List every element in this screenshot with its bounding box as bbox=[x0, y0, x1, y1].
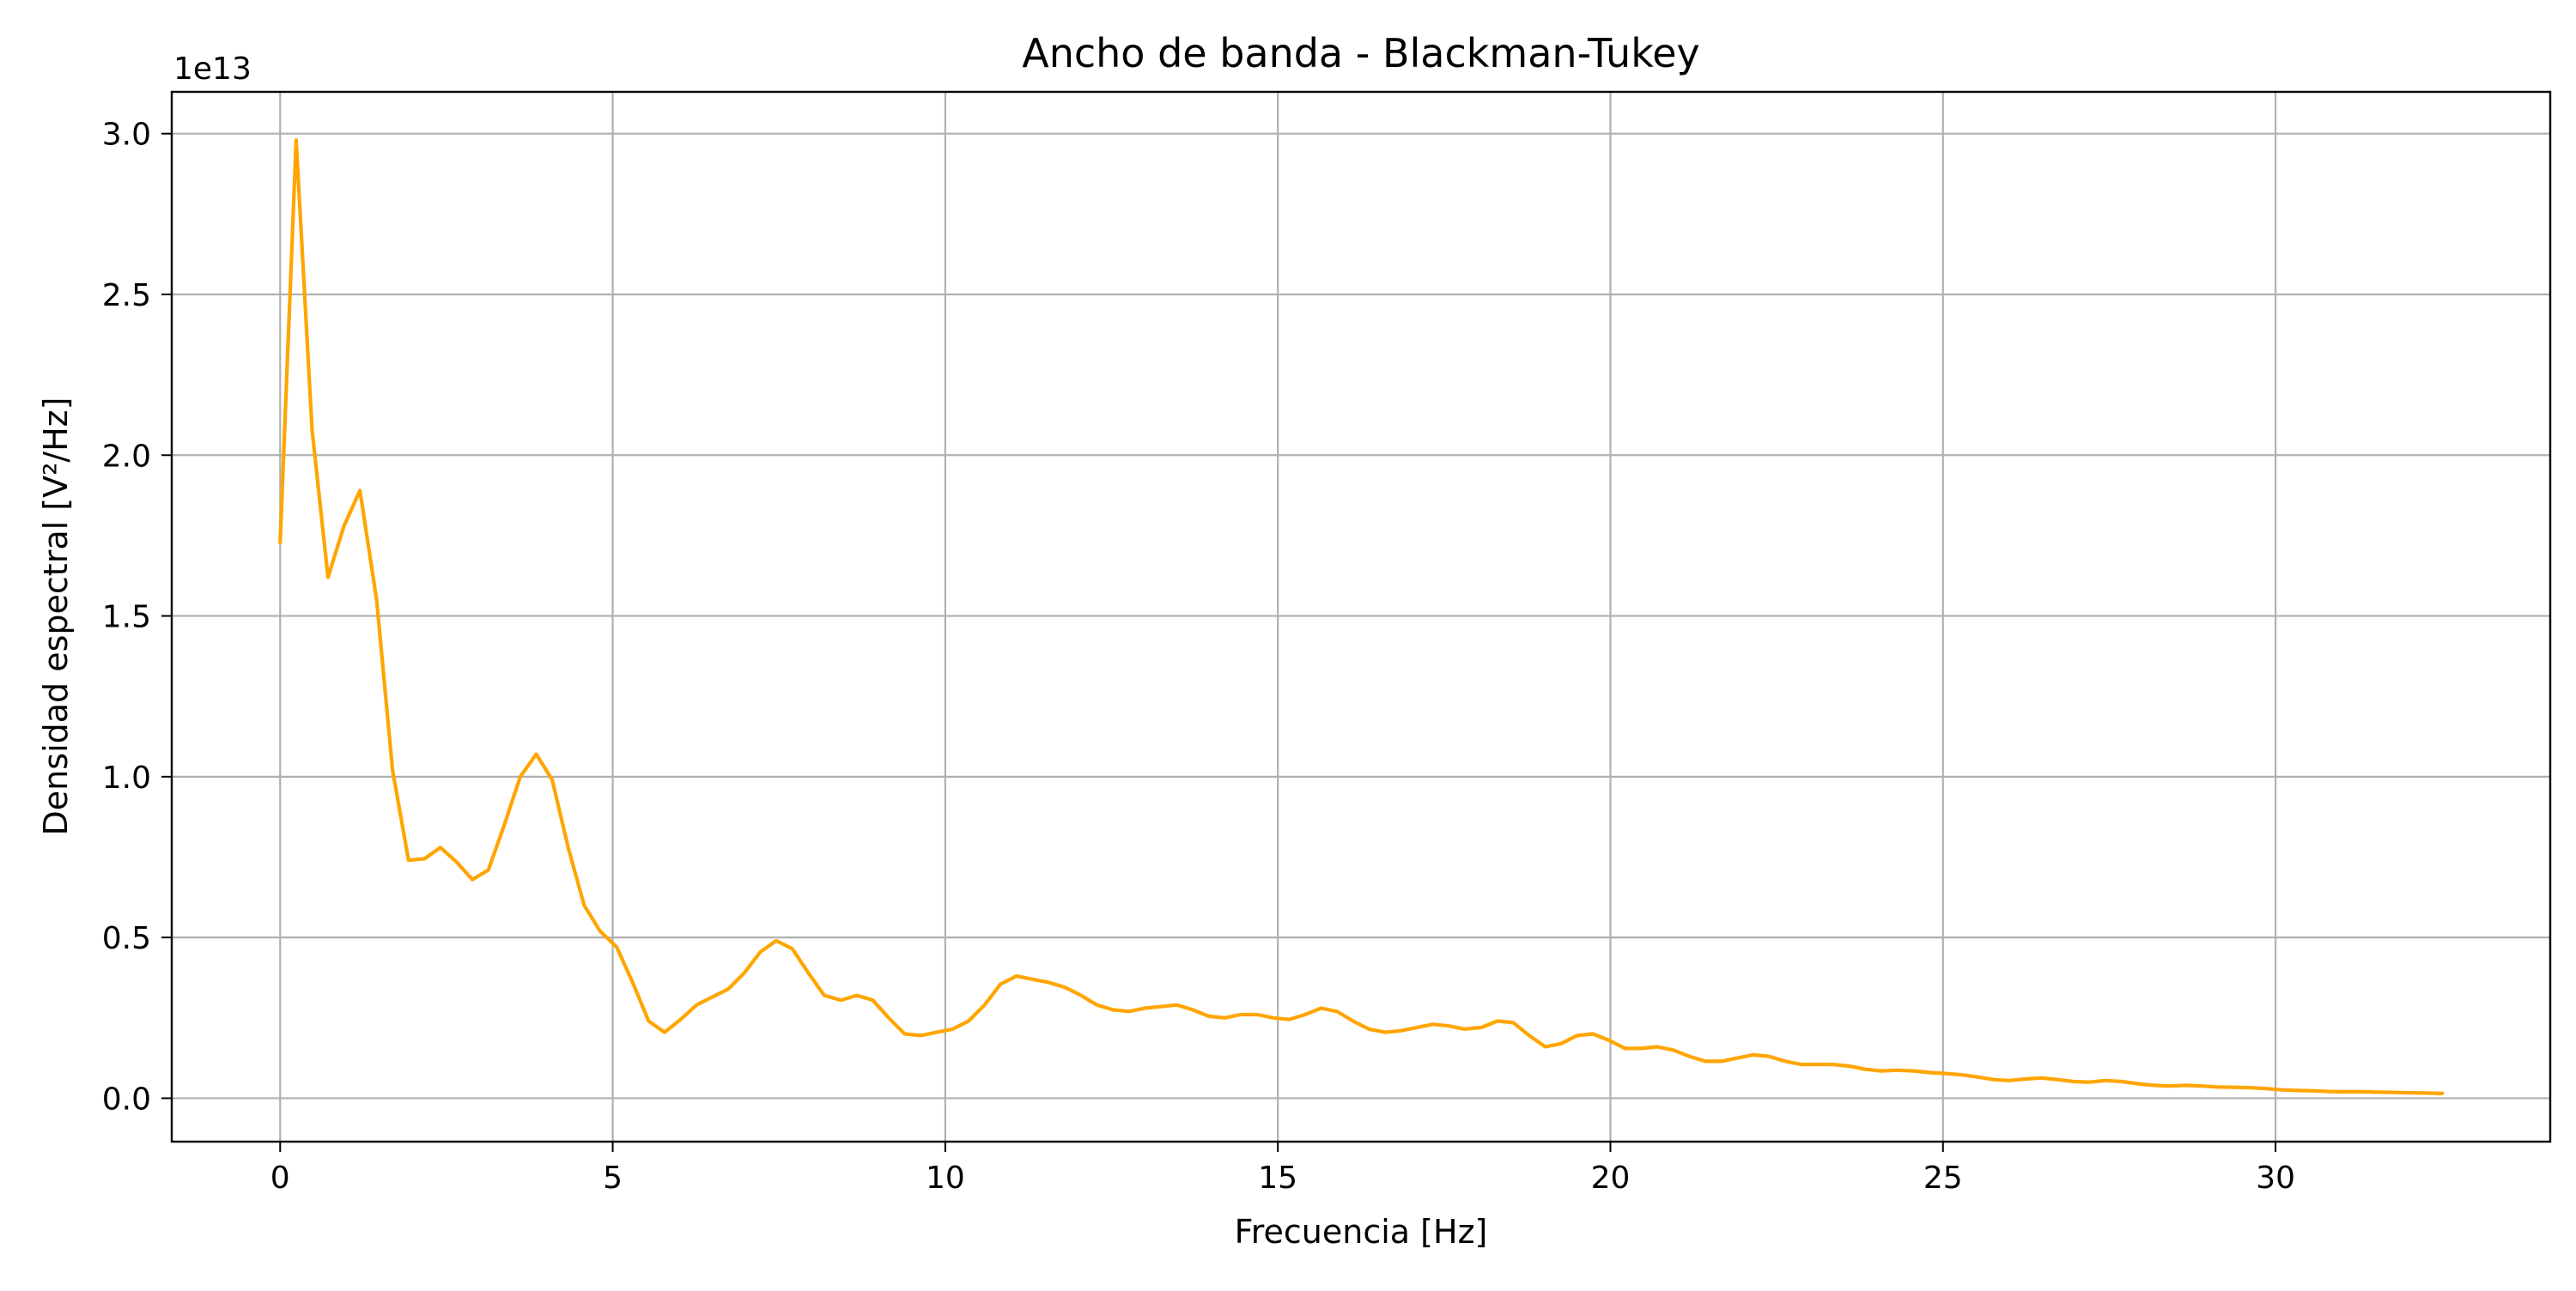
y-tick-label: 3.0 bbox=[102, 118, 151, 153]
x-axis-label: Frecuencia [Hz] bbox=[1235, 1213, 1488, 1251]
y-tick-label: 1.0 bbox=[102, 761, 151, 796]
x-tick-label: 30 bbox=[2256, 1161, 2295, 1196]
grid-layer bbox=[172, 92, 2550, 1142]
chart-title: Ancho de banda - Blackman-Tukey bbox=[1022, 30, 1700, 76]
y-tick-label: 1.5 bbox=[102, 600, 151, 635]
x-tick-label: 20 bbox=[1591, 1161, 1631, 1196]
x-tick-label: 0 bbox=[270, 1161, 290, 1196]
tick-layer: 0 5 10 15 20 25 30 0.0 0.5 1.0 1.5 2.0 2.5 3.0 bbox=[102, 118, 2295, 1196]
x-tick-label: 15 bbox=[1258, 1161, 1297, 1196]
y-tick-label: 0.0 bbox=[102, 1082, 151, 1117]
series-layer bbox=[278, 138, 2444, 1095]
y-tick-label: 2.5 bbox=[102, 278, 151, 313]
x-tick-label: 10 bbox=[926, 1161, 965, 1196]
x-tick-label: 5 bbox=[603, 1161, 623, 1196]
y-axis-label: Densidad espectral [V²/Hz] bbox=[37, 397, 75, 836]
series-line bbox=[278, 138, 2444, 1095]
y-offset-label: 1e13 bbox=[173, 52, 252, 87]
x-tick-label: 25 bbox=[1923, 1161, 1963, 1196]
y-tick-label: 0.5 bbox=[102, 921, 151, 956]
y-tick-label: 2.0 bbox=[102, 439, 151, 474]
